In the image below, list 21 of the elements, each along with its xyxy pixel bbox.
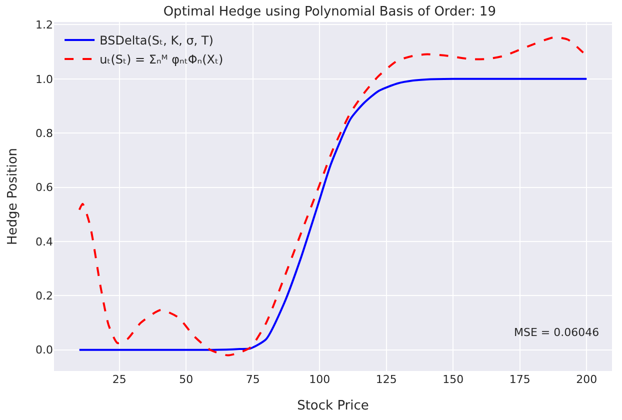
x-tick-label: 50: [179, 373, 194, 386]
y-tick-label: 0.6: [36, 181, 53, 194]
annotation: MSE = 0.06046: [514, 326, 600, 339]
chart-title: Optimal Hedge using Polynomial Basis of Order: 19: [163, 4, 496, 20]
x-axis-title: Stock Price: [297, 398, 369, 414]
y-tick-label: 0.2: [36, 290, 53, 303]
x-tick-label: 125: [376, 373, 397, 386]
y-tick-label: 0.8: [36, 126, 53, 140]
x-tick-label: 175: [509, 373, 530, 386]
x-tick-label: 25: [112, 373, 126, 386]
x-tick-label: 150: [442, 373, 464, 386]
x-tick-label: 100: [309, 373, 330, 386]
y-tick-label: 1.2: [36, 18, 53, 32]
y-tick-label: 0.4: [36, 235, 53, 248]
x-tick-label: 75: [246, 373, 260, 386]
x-tick-label: 200: [576, 373, 598, 386]
y-tick-label: 0.0: [36, 344, 53, 357]
legend-label: uₜ(Sₜ) = Σₙᴹ φₙₜΦₙ(Xₜ): [100, 52, 224, 67]
y-axis-title: Hedge Position: [5, 148, 20, 246]
legend-label: BSDelta(Sₜ, K, σ, T): [100, 34, 214, 48]
y-tick-label: 1.0: [36, 72, 53, 86]
